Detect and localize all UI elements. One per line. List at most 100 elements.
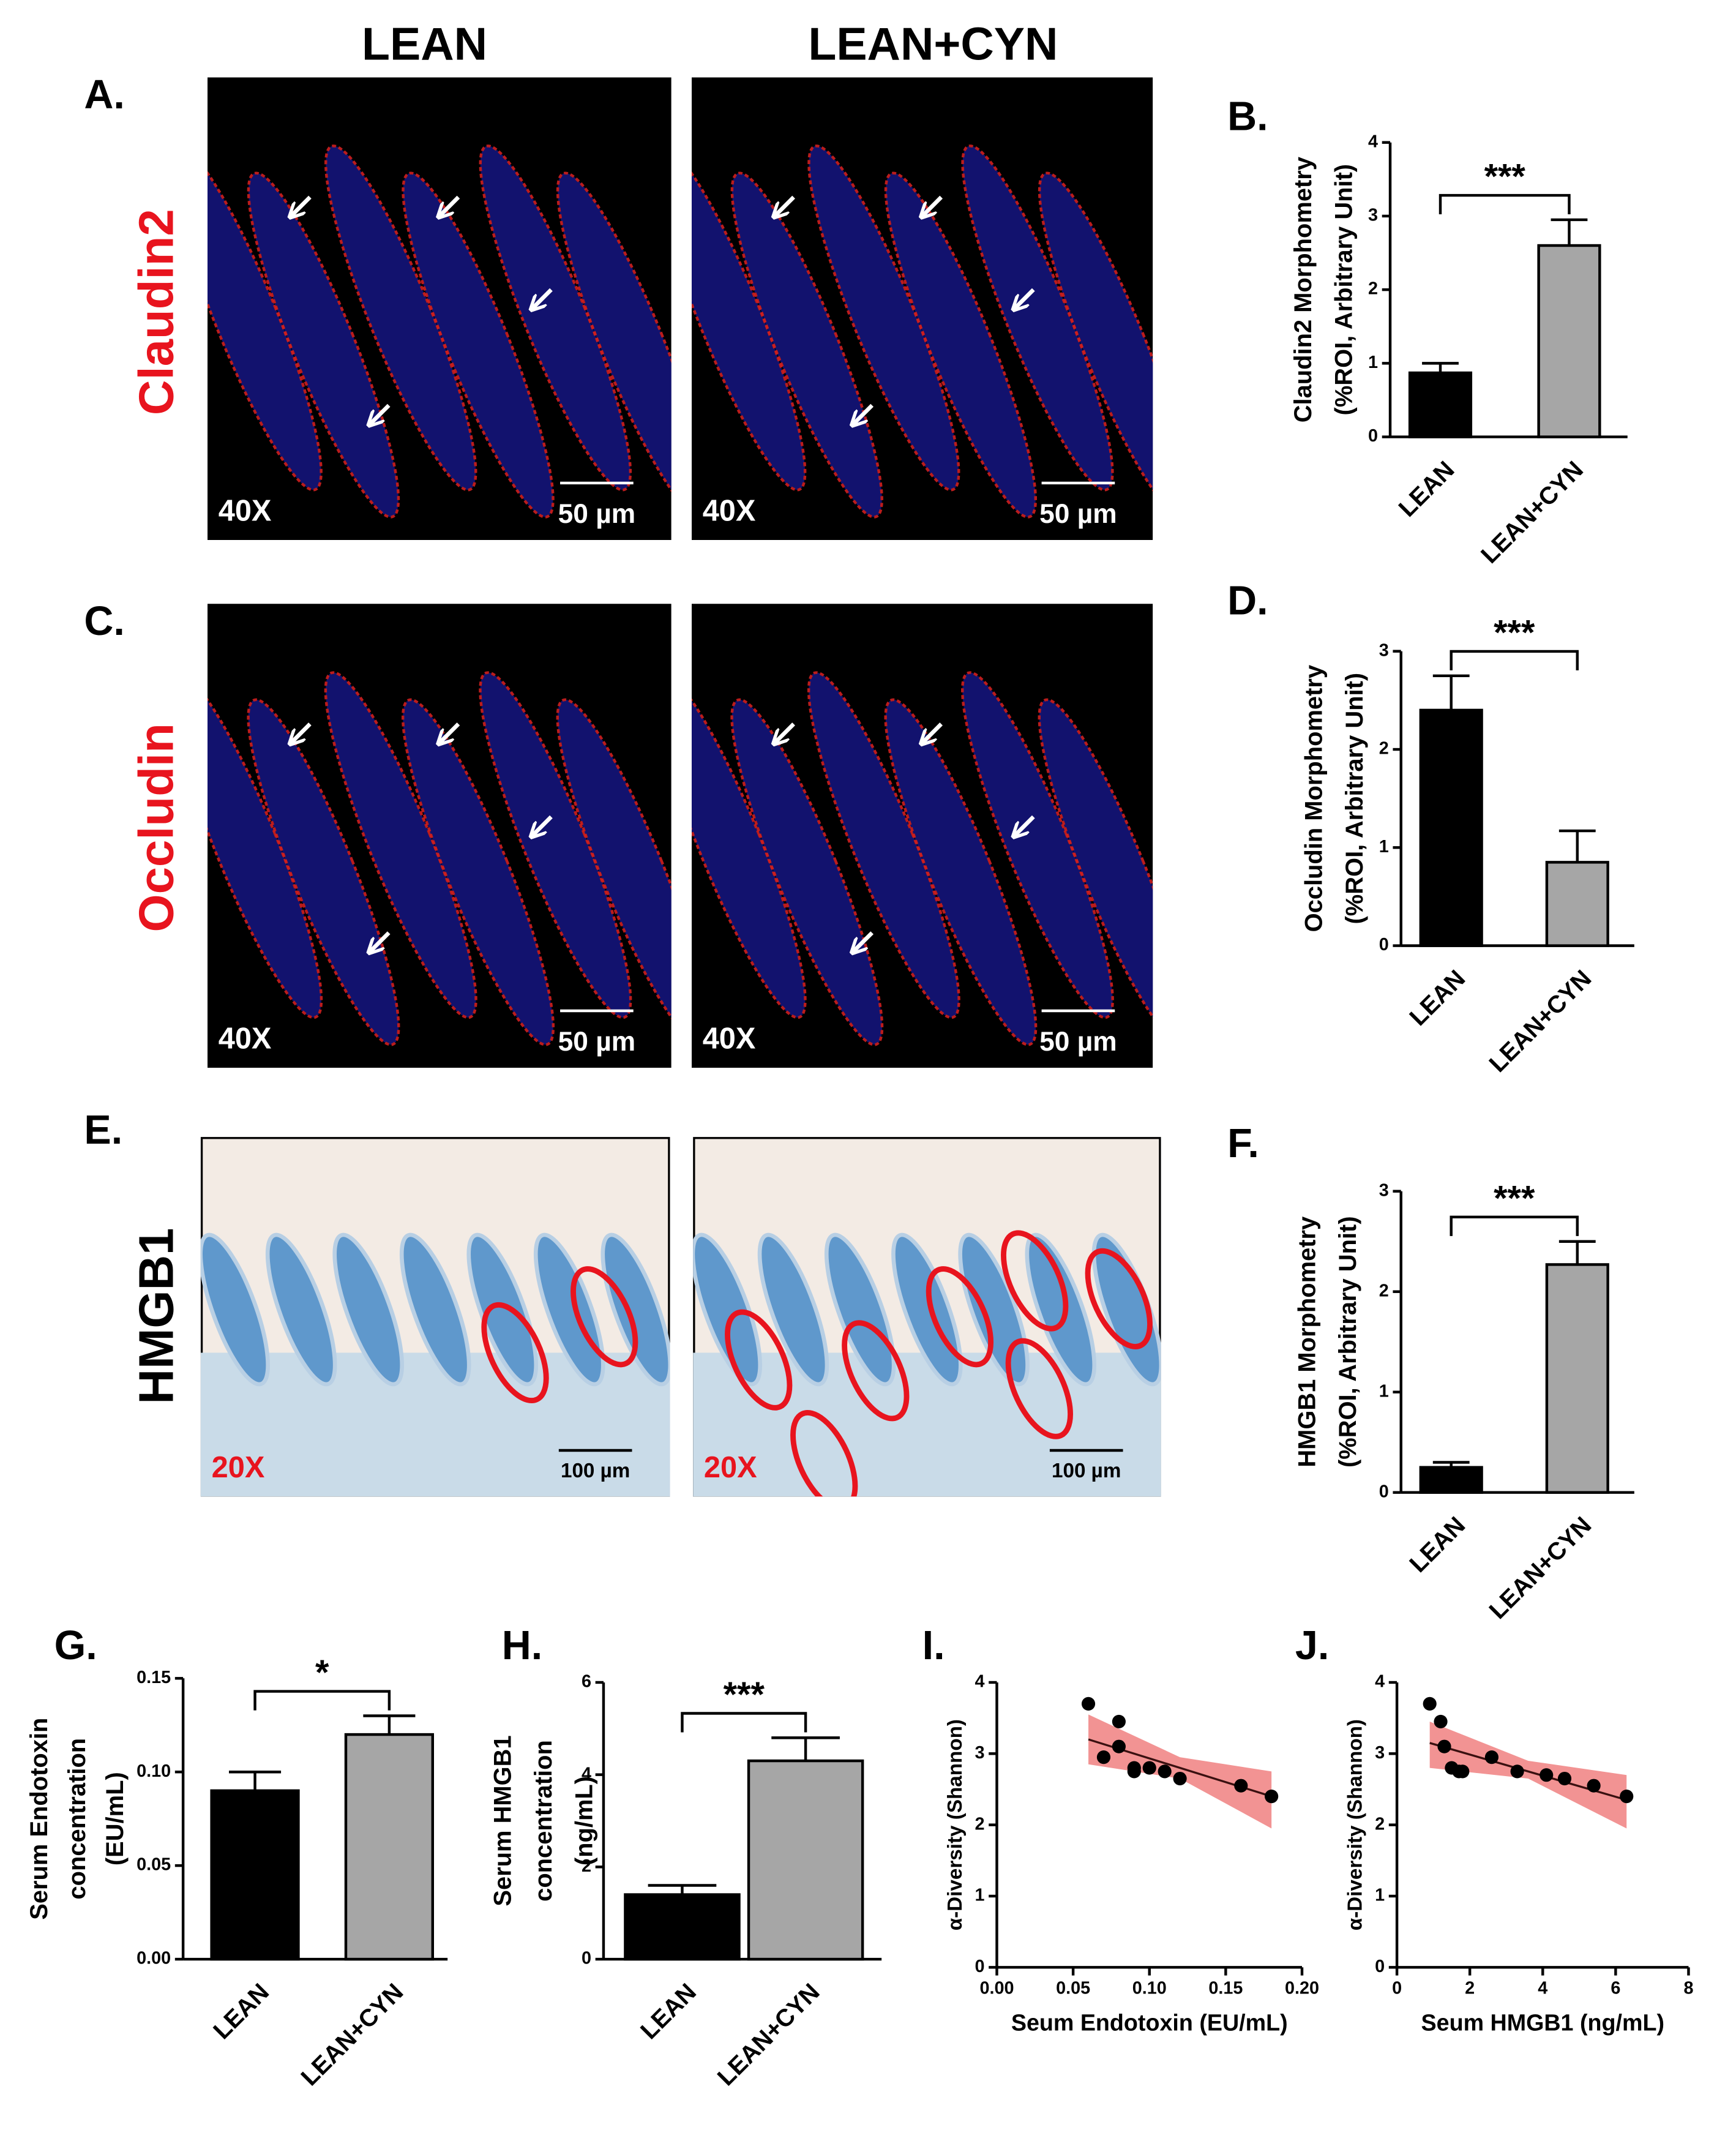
villus xyxy=(247,698,400,1046)
bar xyxy=(1545,861,1609,947)
x-axis-label: Seum Endotoxin (EU/mL) xyxy=(1011,2009,1288,2035)
highlight-ring xyxy=(1001,1230,1069,1332)
magnification: 40X xyxy=(703,495,756,528)
x-tick-label: LEAN xyxy=(1404,1512,1470,1578)
villus xyxy=(1025,1232,1097,1387)
y-axis-label: (EU/mL) xyxy=(102,1772,129,1865)
arrow xyxy=(853,403,874,424)
scale-label: 100 µm xyxy=(561,1460,630,1482)
x-tick-label: 0.05 xyxy=(1056,1978,1090,1998)
y-axis-label: (%ROI, Arbitrary Unit) xyxy=(1334,1216,1361,1468)
x-tick-label: LEAN+CYN xyxy=(1484,1512,1596,1624)
y-tick-label: 2 xyxy=(1368,279,1378,299)
y-tick-label: 1 xyxy=(1368,353,1378,372)
highlight-ring xyxy=(571,1266,638,1368)
villus xyxy=(600,1232,670,1387)
significance-bracket xyxy=(253,1690,391,1711)
villus xyxy=(533,1232,605,1387)
villus xyxy=(730,698,884,1046)
confidence-band xyxy=(1429,1721,1627,1829)
y-axis-label: Serum HMGB1 xyxy=(490,1735,517,1906)
highlight-ring xyxy=(725,1309,793,1411)
point xyxy=(1127,1764,1141,1779)
y-tick-label: 0 xyxy=(1379,1482,1389,1501)
y-axis-label: concentration xyxy=(64,1738,91,1900)
villus xyxy=(884,171,1038,519)
x-tick-label: LEAN xyxy=(208,1978,274,2044)
column-header: LEAN xyxy=(362,18,487,69)
scale-label: 50 µm xyxy=(558,1027,635,1057)
y-axis-label: concentration xyxy=(530,1740,557,1902)
x-tick-label: LEAN xyxy=(1404,965,1470,1031)
point xyxy=(1620,1790,1634,1804)
arrow xyxy=(775,195,795,216)
arrow xyxy=(922,722,943,743)
y-tick-label: 3 xyxy=(1375,1743,1385,1763)
point xyxy=(1484,1750,1498,1764)
micrograph xyxy=(207,77,672,541)
point xyxy=(1434,1714,1448,1729)
magnification: 20X xyxy=(704,1451,757,1484)
y-tick-label: 4 xyxy=(1375,1672,1385,1692)
arrow xyxy=(440,722,460,743)
scale-label: 50 µm xyxy=(1039,1027,1117,1057)
point xyxy=(1456,1764,1470,1779)
highlight-ring xyxy=(481,1302,549,1404)
x-tick-label: LEAN+CYN xyxy=(1484,965,1596,1078)
y-axis-label: HMGB1 Morphometry xyxy=(1294,1217,1321,1468)
panel-label: A. xyxy=(84,72,124,118)
panel-label: D. xyxy=(1227,579,1268,624)
magnification: 40X xyxy=(703,1022,756,1056)
point xyxy=(1540,1768,1554,1782)
panel-label: J. xyxy=(1295,1623,1329,1668)
highlight-ring xyxy=(926,1266,994,1368)
arrow xyxy=(1014,288,1035,309)
stain-label: HMGB1 xyxy=(129,1228,184,1404)
villus xyxy=(265,1232,337,1387)
villus xyxy=(556,171,672,519)
scale-label: 50 µm xyxy=(558,499,635,529)
villus xyxy=(556,698,672,1046)
y-tick-label: 0.05 xyxy=(137,1855,171,1875)
significance-bracket xyxy=(1439,193,1571,215)
y-axis-label: (%ROI, Arbitrary Unit) xyxy=(1341,673,1368,924)
bar xyxy=(1537,244,1601,438)
arrow xyxy=(853,931,874,952)
y-axis-label: (ng/mL) xyxy=(571,1776,598,1865)
x-tick-label: 0.15 xyxy=(1208,1978,1243,1998)
y-tick-label: 0 xyxy=(1368,426,1378,446)
panel-label: H. xyxy=(502,1623,542,1668)
bar xyxy=(747,1759,864,1961)
y-tick-label: 0.10 xyxy=(137,1761,171,1781)
arrow xyxy=(775,722,795,743)
significance: *** xyxy=(1494,1179,1535,1218)
panel-label: C. xyxy=(84,599,124,644)
micrograph xyxy=(691,604,1153,1068)
bar xyxy=(1408,371,1473,438)
x-tick-label: LEAN xyxy=(635,1978,702,2044)
panel-label: I. xyxy=(922,1623,945,1668)
micrograph xyxy=(207,604,672,1068)
villus xyxy=(884,698,1038,1046)
villus xyxy=(399,1232,471,1387)
significance-bracket xyxy=(1450,1215,1579,1236)
y-tick-label: 3 xyxy=(1379,640,1389,660)
y-tick-label: 2 xyxy=(582,1856,591,1876)
bar xyxy=(1545,1263,1609,1494)
villus xyxy=(691,671,807,1019)
stain-label: Claudin2 xyxy=(129,209,184,415)
x-tick-label: 0.10 xyxy=(1132,1978,1167,1998)
bar xyxy=(344,1733,435,1961)
highlight-ring xyxy=(1005,1338,1073,1439)
significance-bracket xyxy=(681,1712,807,1733)
significance: * xyxy=(315,1653,329,1692)
micrograph xyxy=(693,1137,1161,1497)
highlight-ring xyxy=(1085,1248,1153,1349)
arrow xyxy=(1014,815,1035,836)
arrow xyxy=(291,195,312,216)
y-tick-label: 0.00 xyxy=(137,1949,171,1968)
y-tick-label: 0 xyxy=(975,1957,985,1976)
point xyxy=(1510,1764,1524,1779)
point xyxy=(1112,1714,1126,1729)
highlight-ring xyxy=(790,1410,858,1497)
